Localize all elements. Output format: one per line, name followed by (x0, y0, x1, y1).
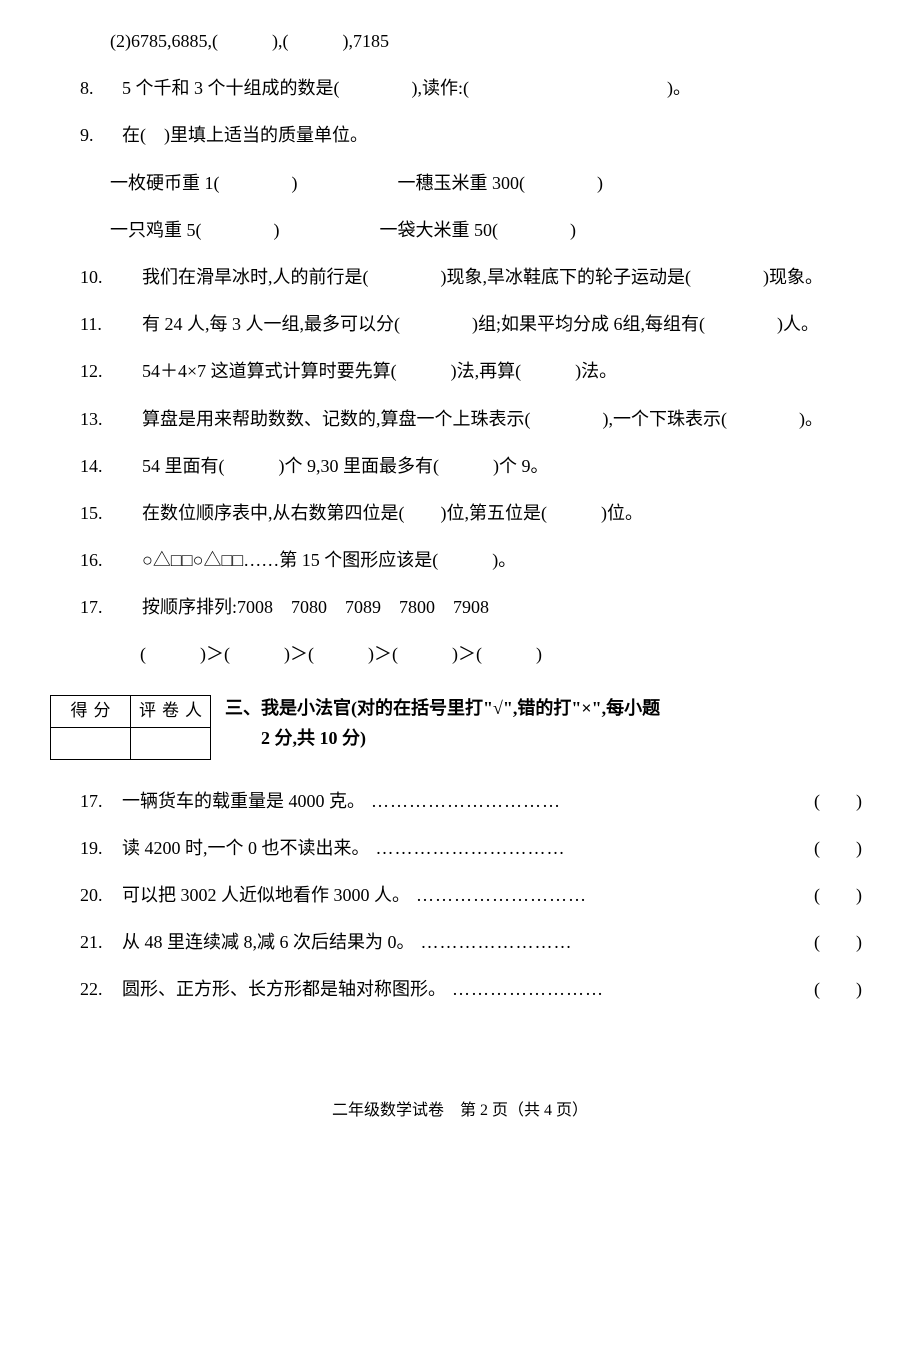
judge-text: 一辆货车的载重量是 4000 克。 (122, 780, 365, 823)
question-11: 11. 有 24 人,每 3 人一组,最多可以分( )组;如果平均分成 6组,每… (50, 303, 870, 346)
marker-cell (131, 727, 211, 759)
question-text: 5 个千和 3 个十组成的数是( ),读作:( )。 (122, 67, 870, 110)
question-number: 22. (80, 968, 122, 1011)
marker-label: 评卷人 (131, 695, 211, 727)
judge-blank: ( ) (814, 921, 870, 964)
question-number: 17. (80, 586, 122, 629)
question-number: 17. (80, 780, 122, 823)
judge-blank: ( ) (814, 874, 870, 917)
question-number: 12. (80, 350, 122, 393)
judge-17: 17. 一辆货车的载重量是 4000 克。 ………………………… ( ) (50, 780, 870, 823)
question-number: 8. (80, 67, 122, 110)
question-number: 20. (80, 874, 122, 917)
question-number: 15. (80, 492, 122, 535)
question-number: 10. (80, 256, 122, 299)
question-17: 17. 按顺序排列:7008 7080 7089 7800 7908 (50, 586, 870, 629)
section-3-header: 得分 评卷人 三、我是小法官(对的在括号里打"√",错的打"×",每小题 2 分… (50, 689, 870, 760)
judge-22: 22. 圆形、正方形、长方形都是轴对称图形。 …………………… ( ) (50, 968, 870, 1011)
judge-blank: ( ) (814, 780, 870, 823)
question-number: 13. (80, 398, 122, 441)
judge-dots: …………………… (446, 968, 814, 1011)
question-15: 15. 在数位顺序表中,从右数第四位是( )位,第五位是( )位。 (50, 492, 870, 535)
question-text: 有 24 人,每 3 人一组,最多可以分( )组;如果平均分成 6组,每组有( … (122, 303, 870, 346)
question-text: 54 里面有( )个 9,30 里面最多有( )个 9。 (122, 445, 870, 488)
judge-dots: ………………………… (365, 780, 814, 823)
question-text: 按顺序排列:7008 7080 7089 7800 7908 (122, 586, 870, 629)
judge-blank: ( ) (814, 968, 870, 1011)
judge-19: 19. 读 4200 时,一个 0 也不读出来。 ………………………… ( ) (50, 827, 870, 870)
question-8: 8. 5 个千和 3 个十组成的数是( ),读作:( )。 (50, 67, 870, 110)
question-9: 9. 在( )里填上适当的质量单位。 (50, 114, 870, 157)
question-number: 9. (80, 114, 122, 157)
judge-blank: ( ) (814, 827, 870, 870)
judge-dots: ………………………… (370, 827, 815, 870)
score-table: 得分 评卷人 (50, 695, 211, 760)
q9-item-c: 一只鸡重 5( ) (110, 209, 280, 252)
question-7-2: (2)6785,6885,( ),( ),7185 (50, 20, 870, 63)
question-text: 54＋4×7 这道算式计算时要先算( )法,再算( )法。 (122, 350, 870, 393)
question-12: 12. 54＋4×7 这道算式计算时要先算( )法,再算( )法。 (50, 350, 870, 393)
question-13: 13. 算盘是用来帮助数数、记数的,算盘一个上珠表示( ),一个下珠表示( )。 (50, 398, 870, 441)
question-text: 我们在滑旱冰时,人的前行是( )现象,旱冰鞋底下的轮子运动是( )现象。 (122, 256, 870, 299)
judge-text: 读 4200 时,一个 0 也不读出来。 (122, 827, 370, 870)
q9-item-b: 一穗玉米重 300( ) (398, 162, 604, 205)
question-text: 在数位顺序表中,从右数第四位是( )位,第五位是( )位。 (122, 492, 870, 535)
judge-text: 圆形、正方形、长方形都是轴对称图形。 (122, 968, 446, 1011)
question-number: 21. (80, 921, 122, 964)
judge-text: 可以把 3002 人近似地看作 3000 人。 (122, 874, 410, 917)
question-text: 算盘是用来帮助数数、记数的,算盘一个上珠表示( ),一个下珠表示( )。 (122, 398, 870, 441)
question-text: 在( )里填上适当的质量单位。 (122, 114, 870, 157)
judge-dots: …………………… (415, 921, 815, 964)
q9-item-d: 一袋大米重 50( ) (380, 209, 577, 252)
judge-20: 20. 可以把 3002 人近似地看作 3000 人。 ……………………… ( … (50, 874, 870, 917)
score-cell (51, 727, 131, 759)
judge-21: 21. 从 48 里连续减 8,减 6 次后结果为 0。 …………………… ( … (50, 921, 870, 964)
question-text: ○△□□○△□□……第 15 个图形应该是( )。 (122, 539, 870, 582)
question-9-line1: 一枚硬币重 1( ) 一穗玉米重 300( ) (50, 162, 870, 205)
section-title-line1: 三、我是小法官(对的在括号里打"√",错的打"×",每小题 (225, 698, 660, 718)
question-number: 16. (80, 539, 122, 582)
judge-text: 从 48 里连续减 8,减 6 次后结果为 0。 (122, 921, 415, 964)
question-16: 16. ○△□□○△□□……第 15 个图形应该是( )。 (50, 539, 870, 582)
page-footer: 二年级数学试卷 第 2 页（共 4 页） (50, 1092, 870, 1130)
score-label: 得分 (51, 695, 131, 727)
question-number: 11. (80, 303, 122, 346)
question-number: 14. (80, 445, 122, 488)
question-number: 19. (80, 827, 122, 870)
q9-item-a: 一枚硬币重 1( ) (110, 162, 298, 205)
question-14: 14. 54 里面有( )个 9,30 里面最多有( )个 9。 (50, 445, 870, 488)
question-10: 10. 我们在滑旱冰时,人的前行是( )现象,旱冰鞋底下的轮子运动是( )现象。 (50, 256, 870, 299)
question-9-line2: 一只鸡重 5( ) 一袋大米重 50( ) (50, 209, 870, 252)
question-17-line2: ( )＞( )＞( )＞( )＞( ) (50, 633, 870, 676)
section-title-line2: 2 分,共 10 分) (225, 728, 366, 748)
judge-dots: ……………………… (410, 874, 814, 917)
